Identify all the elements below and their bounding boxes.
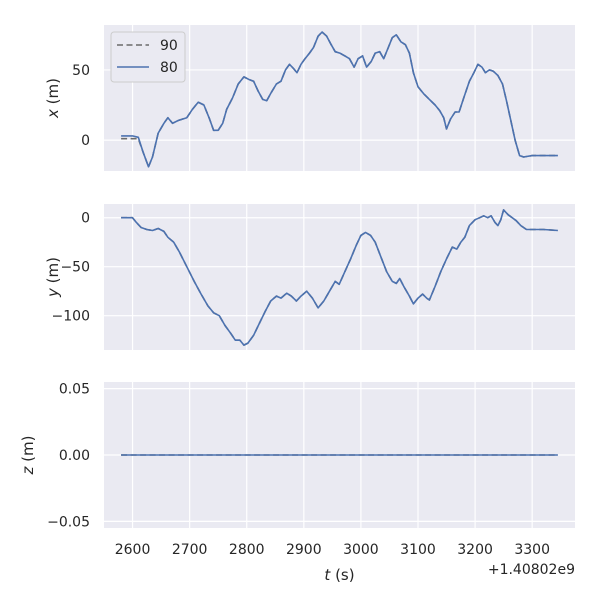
panel-z: 0.05 0.00 −0.05 z (m) <box>19 382 575 530</box>
x-axis-label: t (s) <box>324 566 354 584</box>
x-tick-label: 3200 <box>457 542 493 558</box>
y-tick-label: −50 <box>60 260 90 276</box>
y-tick-label: 0.00 <box>59 448 90 464</box>
y-axis-label: y (m) <box>44 257 62 298</box>
x-tick-label: 2600 <box>115 542 151 558</box>
x-tick-label: 2900 <box>286 542 322 558</box>
x-tick-label: 3300 <box>514 542 550 558</box>
x-offset-label: +1.40802e9 <box>488 562 575 578</box>
y-tick-label: 0 <box>81 211 90 227</box>
series-line-80 <box>121 31 558 168</box>
x-tick-label: 2700 <box>172 542 208 558</box>
y-axis-label: x (m) <box>44 78 62 119</box>
legend-label-80: 80 <box>160 60 178 76</box>
series-line-80 <box>121 209 558 346</box>
x-tick-label: 3000 <box>343 542 379 558</box>
x-tick-label: 2800 <box>229 542 265 558</box>
y-tick-label: 0 <box>81 133 90 149</box>
y-tick-label: 0.05 <box>59 382 90 398</box>
y-axis-label: z (m) <box>19 436 37 476</box>
panel-background <box>104 204 575 350</box>
panel-y: 0 −50 −100 y (m) <box>44 204 575 350</box>
y-tick-label: −100 <box>52 309 90 325</box>
x-tick-label: 3100 <box>400 542 436 558</box>
legend-label-90: 90 <box>160 38 178 54</box>
y-tick-label: 50 <box>72 63 90 79</box>
y-tick-label: −0.05 <box>47 514 90 530</box>
